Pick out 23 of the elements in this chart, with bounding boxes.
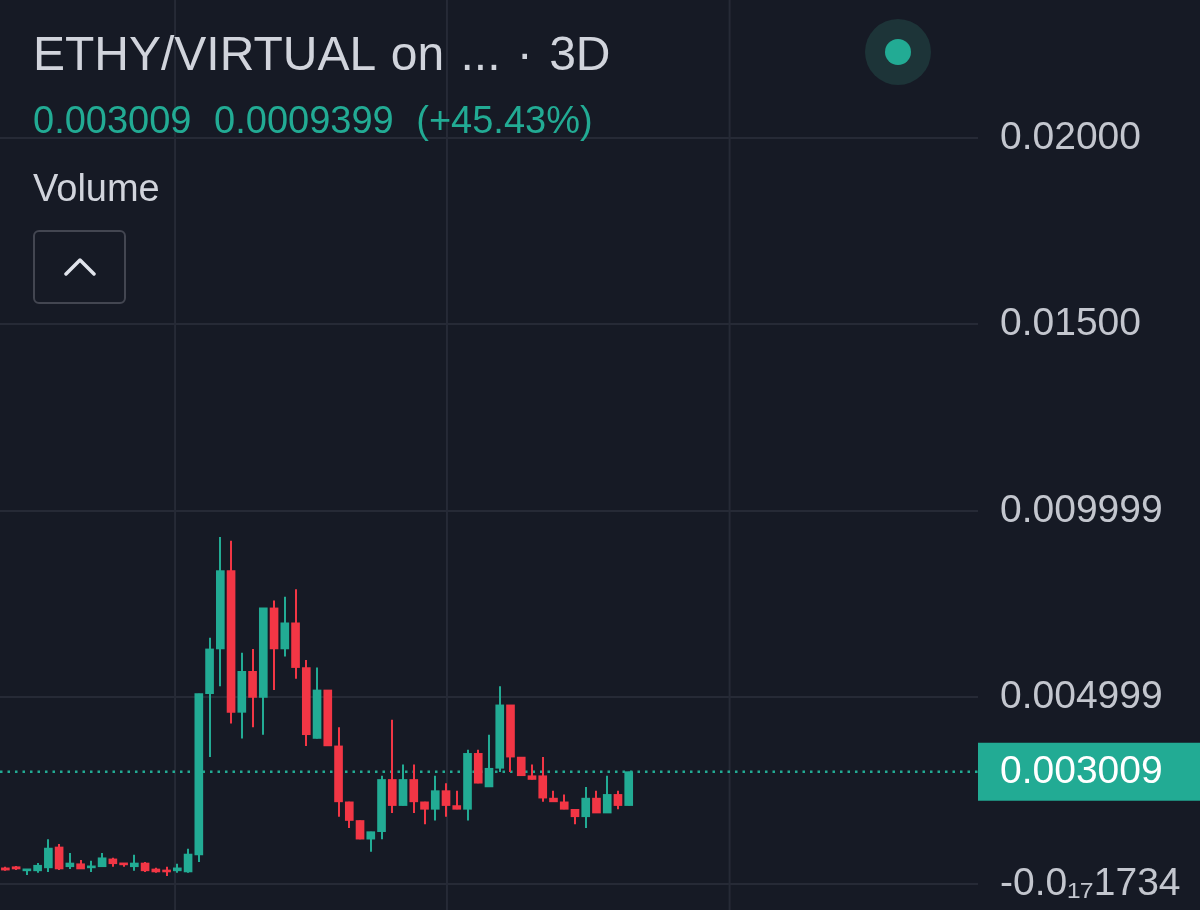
candlestick bbox=[344, 800, 354, 829]
annotation: Volume bbox=[33, 166, 161, 210]
y-tick-label: 0.01500 bbox=[1000, 300, 1141, 344]
candlestick bbox=[44, 838, 53, 873]
ref-line-label: 0.003009 bbox=[1000, 748, 1163, 792]
candlestick bbox=[581, 785, 591, 829]
candlestick bbox=[430, 774, 440, 822]
candlestick bbox=[516, 756, 526, 777]
candlestick bbox=[452, 789, 462, 811]
candlestick bbox=[441, 782, 451, 818]
y-tick-label: 0.02000 bbox=[1000, 113, 1141, 157]
text: ETHY/VIRTUAL on ... · 3D bbox=[33, 26, 611, 81]
candlestick bbox=[54, 842, 64, 872]
y-tick-label: -0.0₁₇1734 bbox=[1000, 859, 1181, 903]
text: 0.003009 0.0009399 (+45.43%) bbox=[33, 98, 594, 142]
candlestick bbox=[409, 763, 419, 815]
candlestick bbox=[484, 733, 494, 788]
y-tick-label: 0.009999 bbox=[1000, 486, 1163, 530]
y-tick-label: 0.004999 bbox=[1000, 673, 1163, 717]
candlestick bbox=[538, 756, 548, 803]
candlestick bbox=[602, 774, 612, 815]
candlestick bbox=[613, 789, 623, 811]
candlestick bbox=[366, 830, 376, 853]
